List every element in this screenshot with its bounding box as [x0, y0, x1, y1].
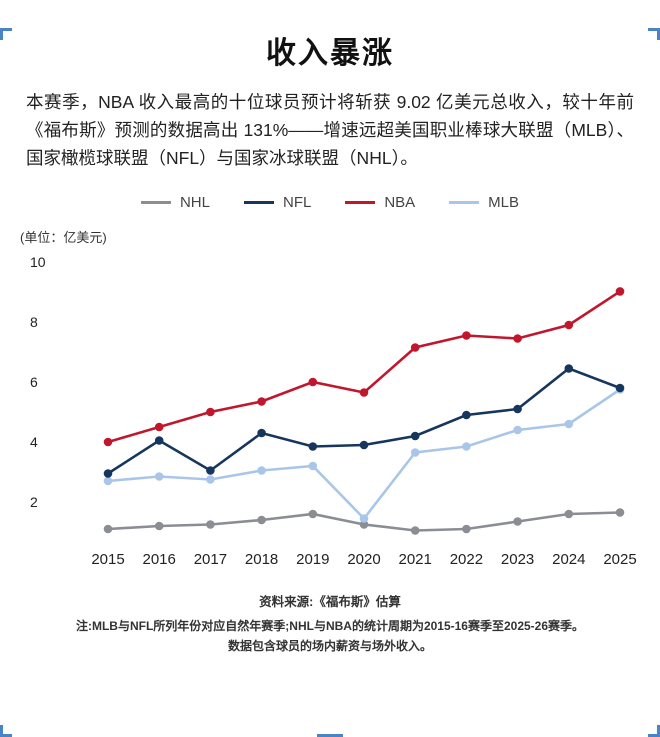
legend-label-nba: NBA [384, 194, 416, 211]
svg-text:2017: 2017 [194, 551, 227, 568]
svg-text:2015: 2015 [91, 551, 124, 568]
chart-legend: NHL NFL NBA MLB [0, 194, 660, 211]
legend-label-nfl: NFL [282, 194, 312, 211]
legend-label-nhl: NHL [179, 194, 210, 211]
svg-text:2018: 2018 [245, 551, 278, 568]
line-chart: 2 4 6 8 10 2015 2016 2017 2018 2019 2020 2021 2022 20… [30, 254, 637, 568]
description-text: 本赛季，NBA 收入最高的十位球员预计将斩获 9.02 亿美元总收入，较十年前《… [26, 92, 634, 168]
svg-text:2016: 2016 [143, 551, 176, 568]
svg-text:2019: 2019 [296, 551, 329, 568]
legend-item-nfl: NFL [243, 194, 312, 211]
footnote: 注:MLB与NFL所列年份对应自然年赛季;NHL与NBA的统计周期为2015-1… [0, 617, 660, 657]
legend-label-mlb: MLB [488, 194, 520, 211]
footnote-line2: 数据包含球员的场内薪资与场外收入。 [227, 638, 432, 653]
corner-mark [648, 725, 660, 737]
corner-mark [0, 725, 12, 737]
svg-text:4: 4 [30, 434, 38, 450]
svg-text:6: 6 [30, 374, 38, 390]
corner-mark [0, 28, 12, 40]
svg-text:2022: 2022 [450, 551, 483, 568]
svg-text:2024: 2024 [552, 551, 585, 568]
corner-mark [648, 28, 660, 40]
page-title: 收入暴涨 [266, 37, 394, 70]
svg-text:8: 8 [30, 314, 38, 330]
nfl-line-swatch [243, 201, 274, 204]
nba-line-swatch [345, 201, 376, 204]
svg-text:2025: 2025 [603, 551, 636, 568]
legend-item-mlb: MLB [449, 194, 519, 211]
legend-item-nhl: NHL [140, 194, 210, 211]
svg-text:2023: 2023 [501, 551, 534, 568]
infographic: 收入暴涨 本赛季，NBA 收入最高的十位球员预计将斩获 9.02 亿美元总收入，… [0, 28, 660, 737]
svg-text:2021: 2021 [399, 551, 432, 568]
unit-label: (单位：亿美元) [20, 230, 107, 245]
legend-item-nba: NBA [345, 194, 415, 211]
svg-text:10: 10 [30, 254, 46, 270]
footer: 资料来源:《福布斯》估算 注:MLB与NFL所列年份对应自然年赛季;NHL与NB… [0, 591, 660, 657]
chart-area: 2 4 6 8 10 2015 2016 2017 2018 2019 2020 2021 2022 20… [20, 248, 640, 583]
footnote-line1: 注:MLB与NFL所列年份对应自然年赛季;NHL与NBA的统计周期为2015-1… [75, 619, 585, 633]
svg-text:2: 2 [30, 494, 38, 510]
source-text: 资料来源:《福布斯》估算 [259, 595, 401, 609]
mlb-line-swatch [449, 201, 480, 204]
svg-text:2020: 2020 [347, 551, 380, 568]
nhl-line-swatch [140, 201, 171, 204]
